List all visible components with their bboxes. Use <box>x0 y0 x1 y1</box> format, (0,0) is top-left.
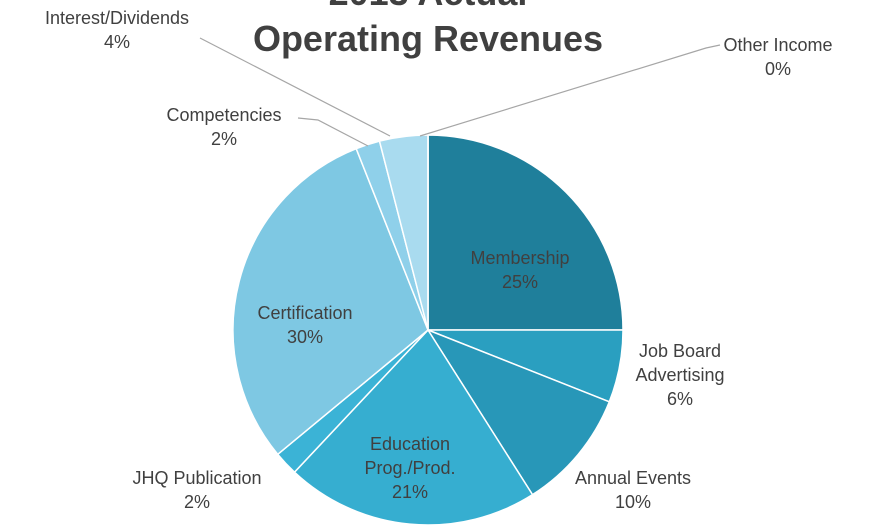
leader-line <box>199 37 391 137</box>
pie-slice <box>293 328 534 526</box>
pie-slice <box>232 147 429 456</box>
data-label: Membership 25% <box>445 246 595 294</box>
value-label: 2% <box>210 129 237 149</box>
data-label: Education Prog./Prod. 21% <box>335 432 485 504</box>
data-label: Annual Events 10% <box>558 466 708 514</box>
value-label: 21% <box>391 482 429 502</box>
value-label: 4% <box>103 32 130 52</box>
value-label: 0% <box>764 59 791 79</box>
category-label: Education Prog./Prod. <box>364 434 456 478</box>
data-label: Competencies 2% <box>149 103 299 151</box>
value-label: 6% <box>666 389 693 409</box>
category-label: Interest/Dividends <box>44 8 190 28</box>
pie-slice <box>427 134 624 331</box>
data-label: Interest/Dividends 4% <box>17 6 217 54</box>
value-label: 2% <box>183 492 210 512</box>
category-label: Annual Events <box>574 468 692 488</box>
data-label: Certification 30% <box>230 301 380 349</box>
category-label: Membership <box>470 248 570 268</box>
category-label: Certification <box>257 303 353 323</box>
category-label: Other Income <box>723 35 833 55</box>
data-label: Other Income 0% <box>698 33 858 81</box>
leader-line <box>419 44 721 137</box>
category-label: Job Board Advertising <box>635 341 725 385</box>
data-label: JHQ Publication 2% <box>122 466 272 514</box>
chart-title: 2013 Actual Operating Revenues <box>252 0 604 59</box>
value-label: 30% <box>286 327 324 347</box>
category-label: Competencies <box>166 105 282 125</box>
value-label: 10% <box>614 492 652 512</box>
category-label: JHQ Publication <box>132 468 262 488</box>
value-label: 25% <box>501 272 539 292</box>
pie-slice <box>426 328 611 496</box>
leader-line <box>297 117 369 147</box>
data-label: Job Board Advertising 6% <box>615 339 745 411</box>
